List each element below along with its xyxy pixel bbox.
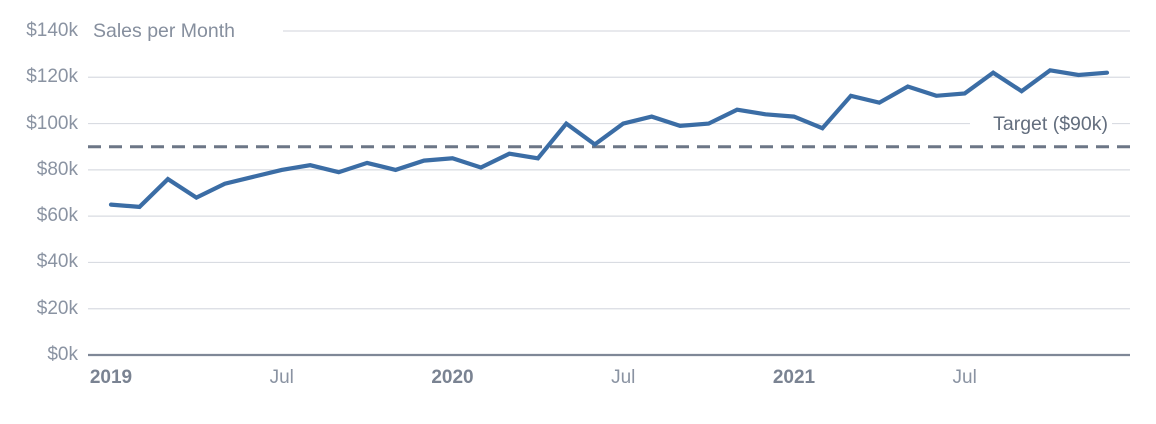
x-axis-tick-label: Jul xyxy=(952,367,977,388)
chart-title: Sales per Month xyxy=(93,20,235,42)
y-axis-tick-label: $0k xyxy=(47,344,78,365)
y-axis-tick-label: $60k xyxy=(36,205,78,227)
y-axis-tick-label: $100k xyxy=(26,112,78,134)
x-axis-tick-label: Jul xyxy=(611,367,636,388)
y-axis-tick-label: $120k xyxy=(26,66,78,88)
y-axis-tick-label: $80k xyxy=(36,158,78,180)
y-axis-tick-label: $140k xyxy=(26,20,78,41)
sales-line xyxy=(108,68,1110,210)
x-axis-tick-label: 2019 xyxy=(89,367,133,388)
x-axis-tick-label: 2020 xyxy=(431,367,474,388)
y-axis-tick-label: $40k xyxy=(36,251,78,273)
x-axis-tick-label: 2021 xyxy=(772,367,816,388)
x-axis-tick-label: Jul xyxy=(269,367,294,388)
y-axis-tick-label: $20k xyxy=(36,297,78,319)
target-label: Target ($90k) xyxy=(993,113,1108,135)
